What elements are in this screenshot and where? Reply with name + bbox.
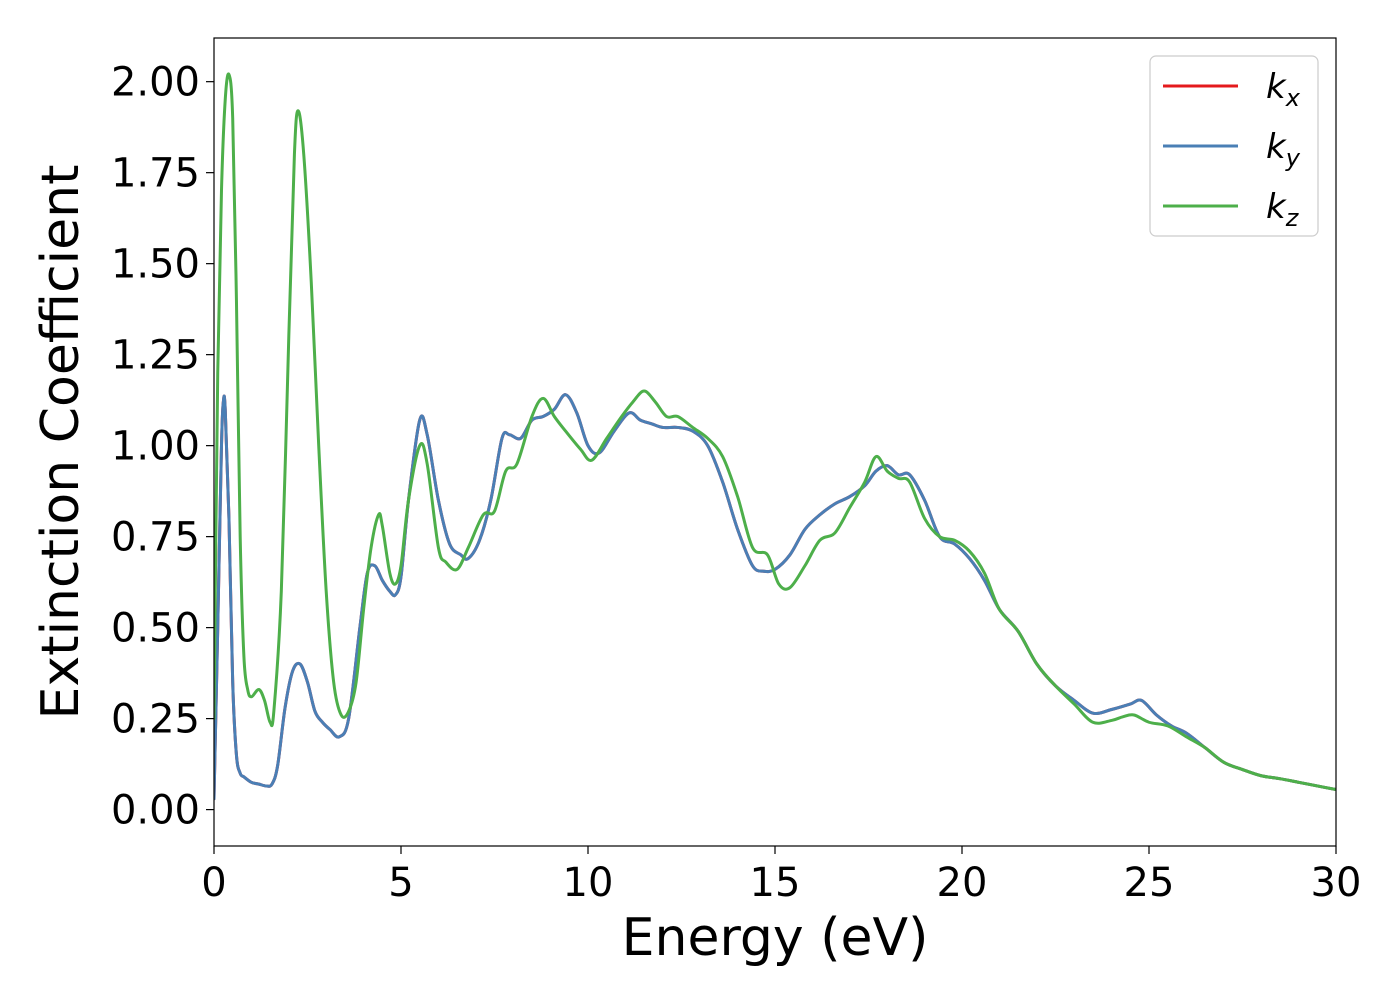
x-tick-label: 25 <box>1124 860 1175 906</box>
y-tick-label: 1.75 <box>111 151 200 197</box>
x-axis: 0 5 10 15 20 25 30 <box>201 846 1361 906</box>
x-tick-label: 5 <box>388 860 413 906</box>
legend-label-kx: kx <box>1266 67 1301 112</box>
x-tick-label: 15 <box>750 860 801 906</box>
x-tick-label: 10 <box>563 860 614 906</box>
x-tick-label: 0 <box>201 860 226 906</box>
y-axis: 0.00 0.25 0.50 0.75 1.00 1.25 1.50 1.75 2.00 <box>111 60 214 834</box>
legend-label-kz: kz <box>1266 187 1300 232</box>
y-tick-label: 2.00 <box>111 60 200 106</box>
y-tick-label: 1.25 <box>111 333 200 379</box>
y-axis-title: Extinction Coefficient <box>31 165 91 720</box>
y-tick-label: 1.00 <box>111 424 200 470</box>
y-tick-label: 0.00 <box>111 788 200 834</box>
legend: kx ky kz <box>1149 55 1319 237</box>
legend-label-ky: ky <box>1266 127 1301 172</box>
y-tick-label: 0.75 <box>111 515 200 561</box>
y-tick-label: 1.50 <box>111 242 200 288</box>
x-axis-title: Energy (eV) <box>622 908 929 968</box>
y-tick-label: 0.50 <box>111 606 200 652</box>
series-line-kz <box>214 72 1336 792</box>
series-layer <box>214 72 1336 801</box>
x-tick-label: 20 <box>937 860 988 906</box>
y-tick-label: 0.25 <box>111 697 200 743</box>
x-tick-label: 30 <box>1311 860 1362 906</box>
